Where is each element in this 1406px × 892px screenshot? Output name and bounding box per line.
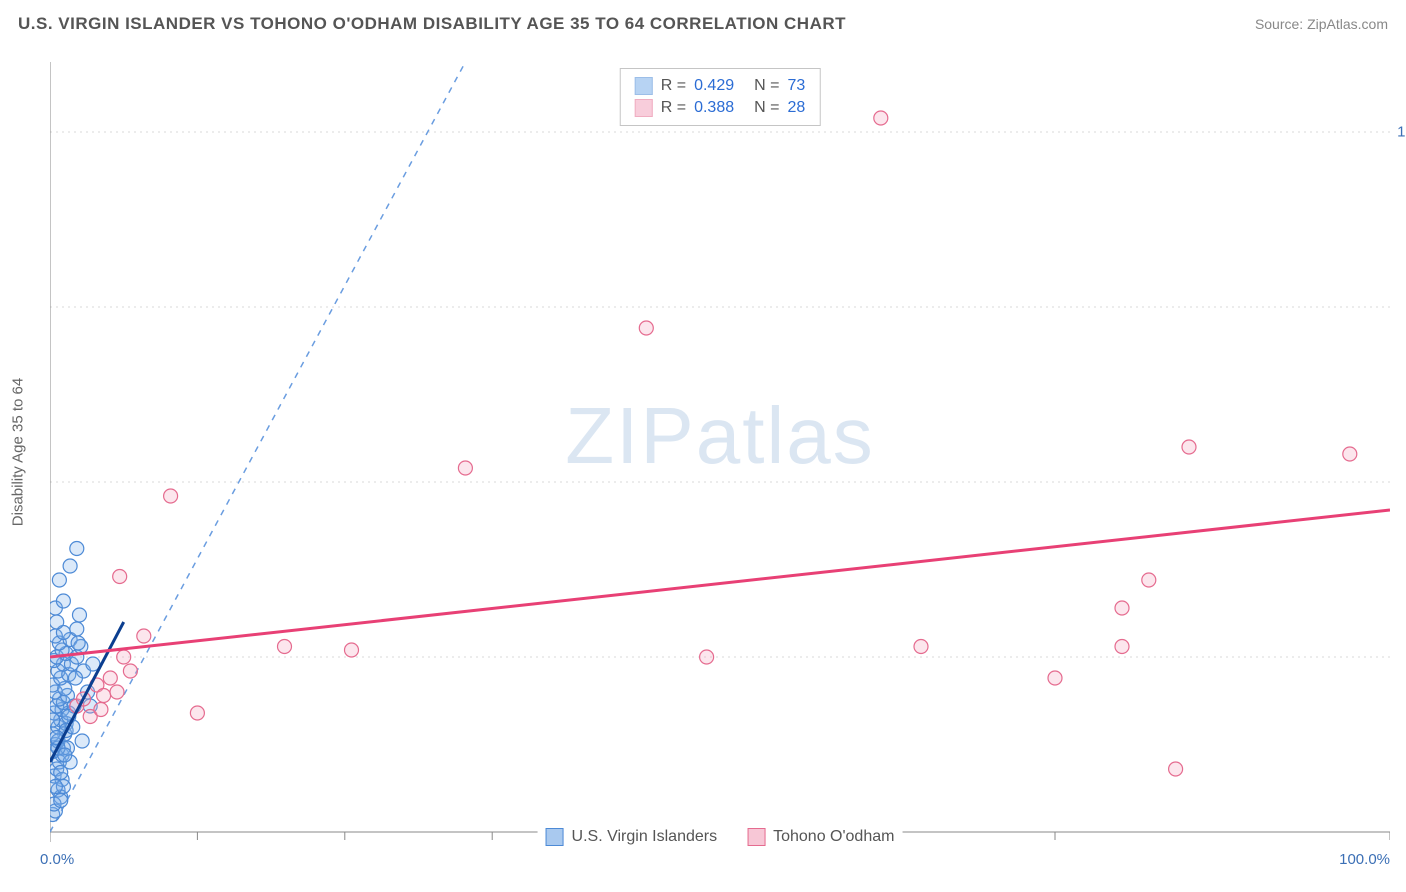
trend-line xyxy=(50,510,1390,657)
legend-swatch xyxy=(635,77,653,95)
data-point xyxy=(56,594,70,608)
data-point xyxy=(278,640,292,654)
data-point xyxy=(458,461,472,475)
chart-title: U.S. VIRGIN ISLANDER VS TOHONO O'ODHAM D… xyxy=(18,14,846,34)
series-legend-label: Tohono O'odham xyxy=(773,828,894,846)
data-point xyxy=(700,650,714,664)
data-point xyxy=(94,703,108,717)
source-label: Source: ZipAtlas.com xyxy=(1255,16,1388,32)
data-point xyxy=(639,321,653,335)
stats-legend-row: R = 0.388N = 28 xyxy=(635,97,806,119)
data-point xyxy=(110,685,124,699)
data-point xyxy=(1115,640,1129,654)
data-point xyxy=(164,489,178,503)
x-axis-min-label: 0.0% xyxy=(40,851,74,868)
data-point xyxy=(1115,601,1129,615)
data-point xyxy=(72,608,86,622)
data-point xyxy=(97,689,111,703)
data-point xyxy=(54,766,68,780)
data-point xyxy=(75,734,89,748)
chart-area: Disability Age 35 to 64 ZIPatlas R = 0.4… xyxy=(50,62,1390,842)
data-point xyxy=(58,748,72,762)
data-point xyxy=(874,111,888,125)
data-point xyxy=(70,542,84,556)
data-point xyxy=(71,636,85,650)
legend-swatch xyxy=(747,828,765,846)
data-point xyxy=(50,780,62,794)
data-point xyxy=(54,794,68,808)
stats-legend-row: R = 0.429N = 73 xyxy=(635,75,806,97)
data-point xyxy=(1343,447,1357,461)
series-legend-item: U.S. Virgin Islanders xyxy=(546,828,718,846)
data-point xyxy=(137,629,151,643)
legend-swatch xyxy=(546,828,564,846)
data-point xyxy=(117,650,131,664)
scatter-plot xyxy=(50,62,1390,842)
data-point xyxy=(190,706,204,720)
y-tick-label: 100.0% xyxy=(1397,124,1406,141)
data-point xyxy=(52,573,66,587)
data-point xyxy=(123,664,137,678)
data-point xyxy=(1169,762,1183,776)
data-point xyxy=(50,615,64,629)
data-point xyxy=(345,643,359,657)
series-legend: U.S. Virgin Islanders Tohono O'odham xyxy=(538,828,903,846)
series-legend-label: U.S. Virgin Islanders xyxy=(572,828,718,846)
data-point xyxy=(1048,671,1062,685)
data-point xyxy=(63,559,77,573)
x-axis-max-label: 100.0% xyxy=(1339,851,1390,868)
data-point xyxy=(50,713,60,727)
series-legend-item: Tohono O'odham xyxy=(747,828,894,846)
data-point xyxy=(113,570,127,584)
data-point xyxy=(1182,440,1196,454)
legend-swatch xyxy=(635,99,653,117)
data-point xyxy=(914,640,928,654)
data-point xyxy=(68,671,82,685)
data-point xyxy=(70,622,84,636)
data-point xyxy=(103,671,117,685)
y-axis-label: Disability Age 35 to 64 xyxy=(10,378,27,526)
data-point xyxy=(1142,573,1156,587)
stats-legend: R = 0.429N = 73R = 0.388N = 28 xyxy=(620,68,821,126)
